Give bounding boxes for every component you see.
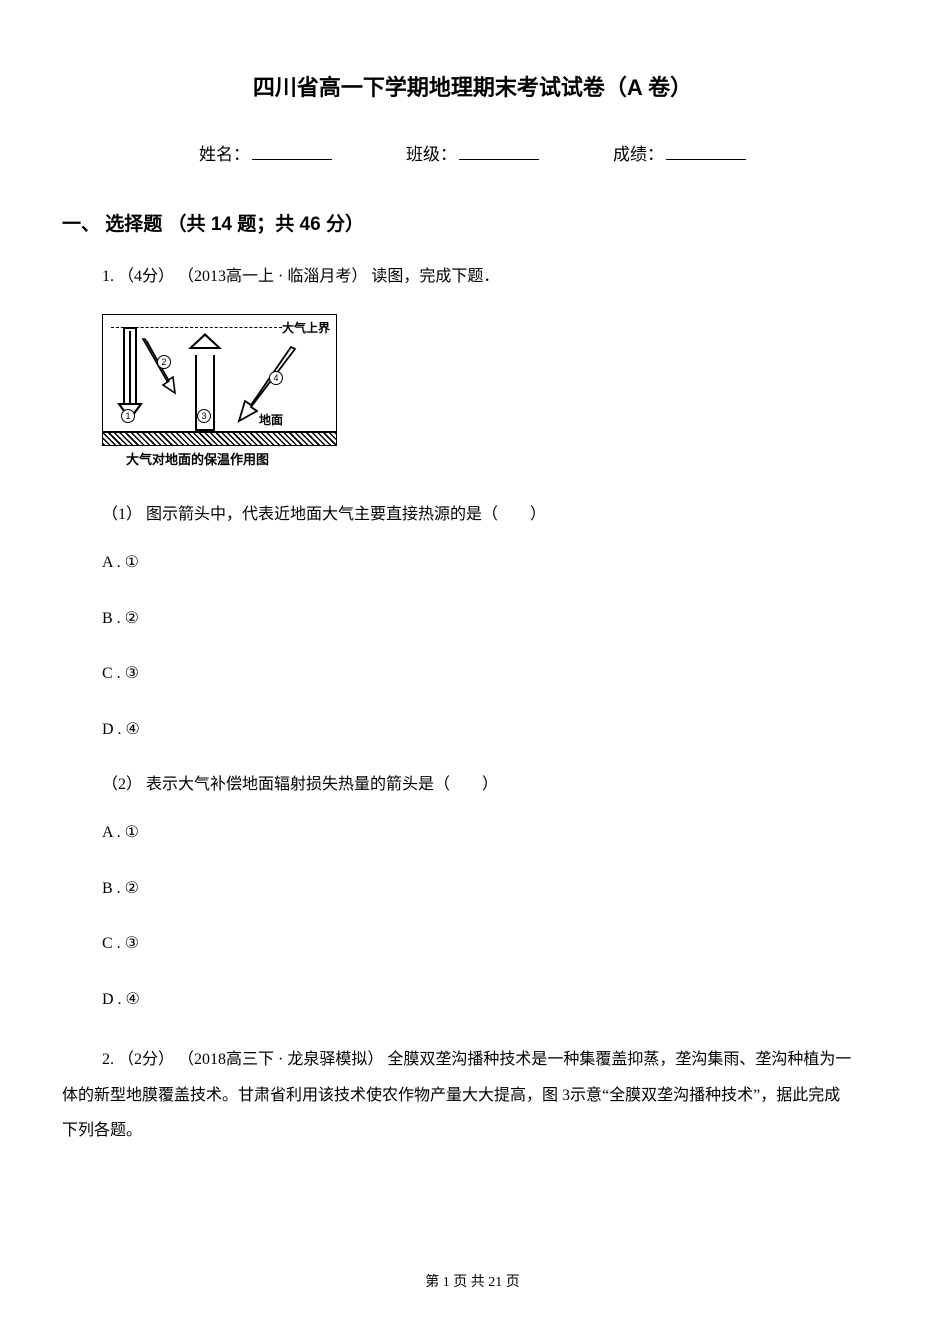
q1-sub2-text: （2） 表示大气补偿地面辐射损失热量的箭头是（ ）	[102, 772, 883, 798]
exam-title: 四川省高一下学期地理期末考试试卷（A 卷）	[62, 70, 883, 102]
q1-sub2-option-c[interactable]: C . ③	[102, 931, 883, 957]
label-2-icon: 2	[157, 355, 171, 369]
footer-total: 21	[488, 1275, 502, 1290]
question-2: 2. （2分） （2018高三下 · 龙泉驿模拟） 全膜双垄沟播种技术是一种集覆…	[102, 1042, 883, 1077]
q1-sub2-option-d[interactable]: D . ④	[102, 987, 883, 1013]
q2-line1: 2. （2分） （2018高三下 · 龙泉驿模拟） 全膜双垄沟播种技术是一种集覆…	[102, 1042, 883, 1077]
label-4-icon: 4	[269, 371, 283, 385]
footer-page: 1	[443, 1275, 450, 1290]
q1-sub1: （1） 图示箭头中，代表近地面大气主要直接热源的是（ ） A . ① B . ②…	[102, 502, 883, 742]
q2-line3: 下列各题。	[62, 1113, 883, 1148]
q1-sub2: （2） 表示大气补偿地面辐射损失热量的箭头是（ ） A . ① B . ② C …	[102, 772, 883, 1012]
q1-sub1-text: （1） 图示箭头中，代表近地面大气主要直接热源的是（ ）	[102, 502, 883, 528]
ground-label: 地面	[258, 411, 284, 430]
arrow-3-head	[188, 333, 222, 349]
footer-mid: 页 共	[450, 1275, 489, 1290]
page-footer: 第 1 页 共 21 页	[0, 1271, 945, 1291]
q1-sub2-options: A . ① B . ② C . ③ D . ④	[102, 820, 883, 1012]
name-blank[interactable]	[252, 159, 332, 160]
q1-sub1-options: A . ① B . ② C . ③ D . ④	[102, 550, 883, 742]
score-field: 成绩：	[613, 140, 746, 165]
name-label: 姓名：	[199, 140, 250, 165]
label-3-icon: 3	[197, 409, 211, 423]
section-1-header: 一、 选择题 （共 14 题；共 46 分）	[62, 209, 883, 236]
q1-diagram: 大气上界 1 2 3 4 地面	[102, 314, 883, 471]
q1-intro: 1. （4分） （2013高一上 · 临淄月考） 读图，完成下题．	[102, 264, 883, 290]
arrow-1-solar	[117, 327, 143, 421]
question-2-cont: 体的新型地膜覆盖技术。甘肃省利用该技术使农作物产量大大提高，图 3示意“全膜双垄…	[62, 1078, 883, 1148]
footer-prefix: 第	[425, 1275, 443, 1290]
name-field: 姓名：	[199, 140, 332, 165]
score-blank[interactable]	[666, 159, 746, 160]
class-label: 班级：	[406, 140, 457, 165]
class-blank[interactable]	[459, 159, 539, 160]
diagram-caption: 大气对地面的保温作用图	[126, 450, 883, 471]
q1-sub1-option-c[interactable]: C . ③	[102, 661, 883, 687]
q1-sub2-option-a[interactable]: A . ①	[102, 820, 883, 846]
ground-hatching	[103, 431, 336, 445]
class-field: 班级：	[406, 140, 539, 165]
q2-line2: 体的新型地膜覆盖技术。甘肃省利用该技术使农作物产量大大提高，图 3示意“全膜双垄…	[62, 1078, 883, 1113]
atmosphere-label: 大气上界	[282, 319, 330, 338]
q1-sub1-option-d[interactable]: D . ④	[102, 717, 883, 743]
q1-sub1-option-b[interactable]: B . ②	[102, 606, 883, 632]
diagram-frame: 大气上界 1 2 3 4 地面	[102, 314, 337, 446]
student-info-row: 姓名： 班级： 成绩：	[62, 140, 883, 165]
footer-suffix: 页	[502, 1275, 520, 1290]
label-1-icon: 1	[121, 409, 135, 423]
question-1: 1. （4分） （2013高一上 · 临淄月考） 读图，完成下题． 大气上界	[102, 264, 883, 1012]
score-label: 成绩：	[613, 140, 664, 165]
q1-sub2-option-b[interactable]: B . ②	[102, 876, 883, 902]
q1-sub1-option-a[interactable]: A . ①	[102, 550, 883, 576]
